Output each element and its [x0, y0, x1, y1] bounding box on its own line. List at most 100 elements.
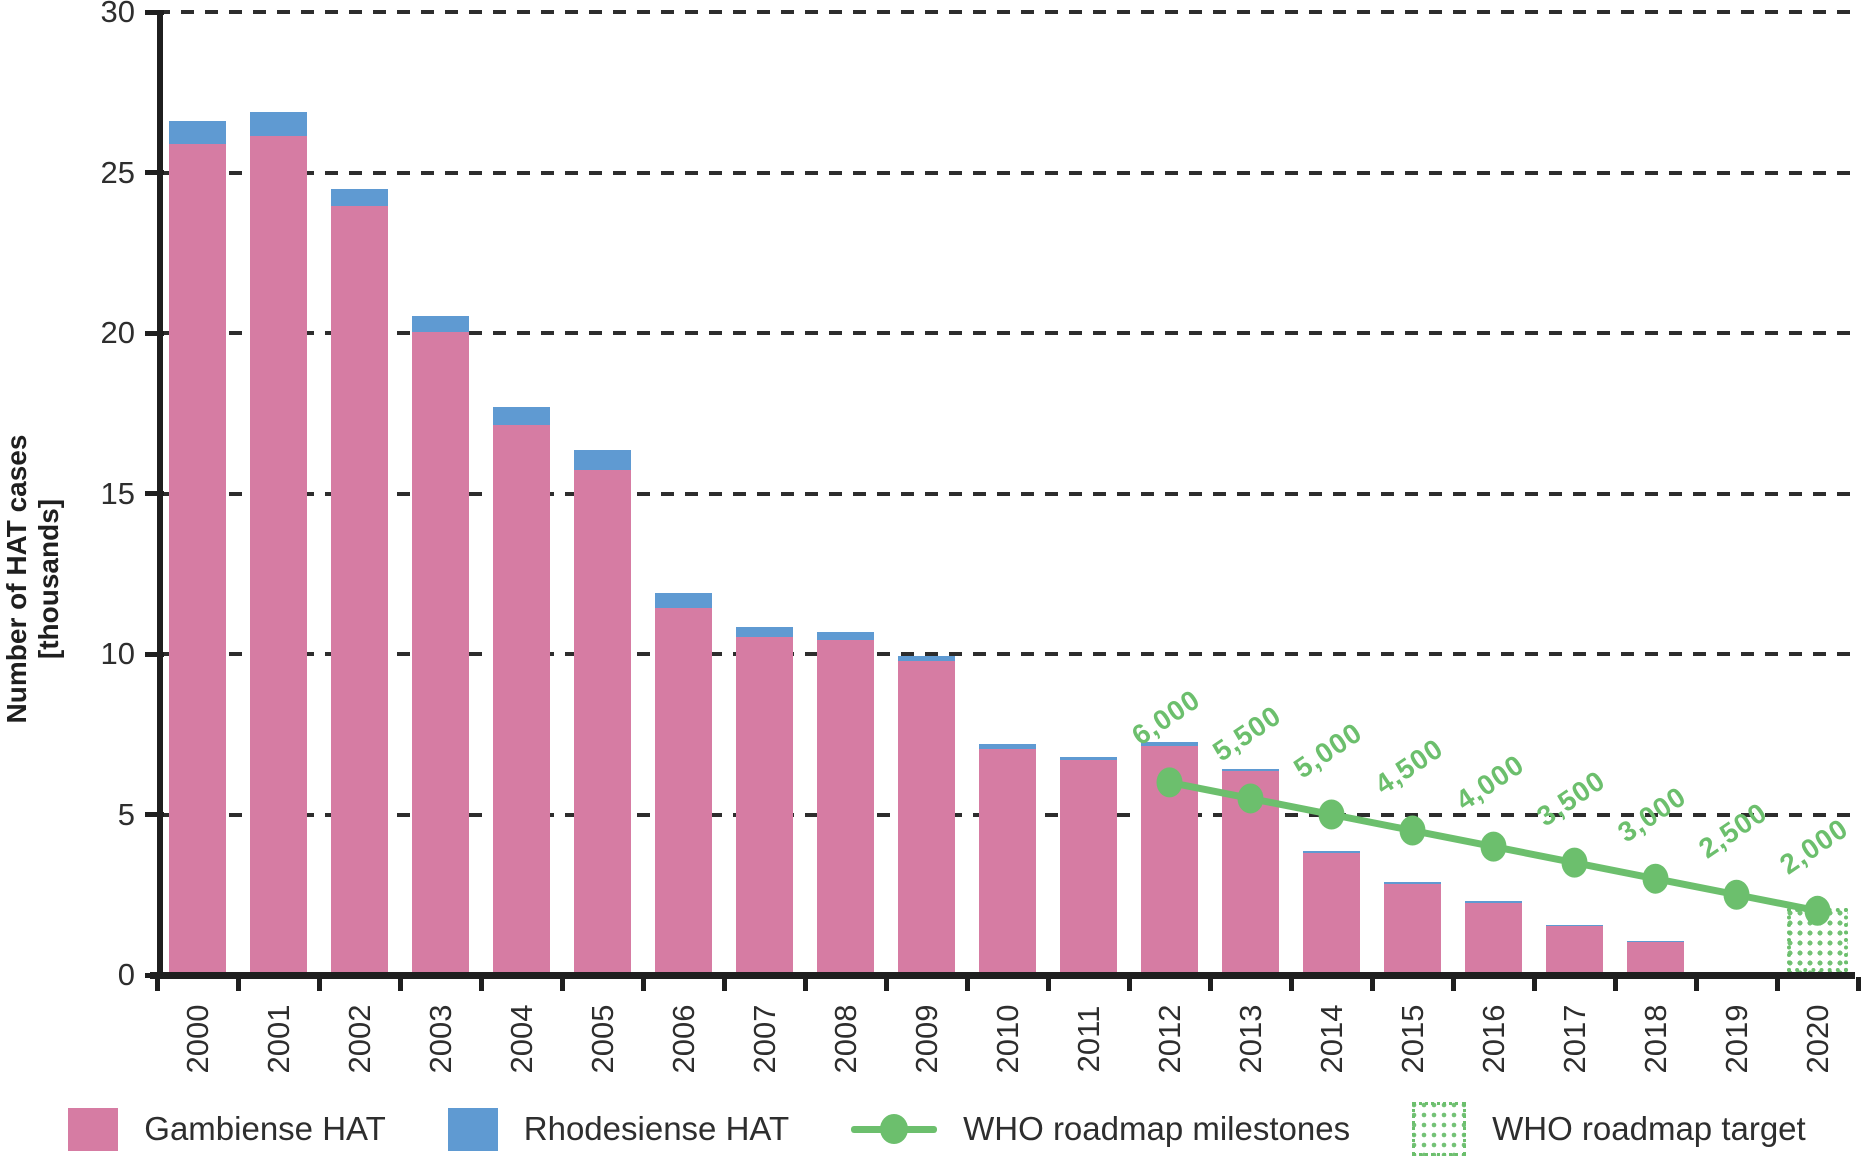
milestone-label: 5,000 [1287, 715, 1368, 784]
bar-segment-gambiense-2011 [1060, 760, 1117, 972]
bar-segment-gambiense-2010 [979, 748, 1036, 972]
bar-segment-gambiense-2008 [817, 639, 874, 972]
milestone-point [1723, 879, 1750, 910]
x-tick [397, 977, 403, 991]
bar-segment-gambiense-2018 [1627, 941, 1684, 972]
y-tick-label: 0 [117, 957, 135, 992]
x-tick [559, 977, 565, 991]
x-tick [1126, 977, 1132, 991]
y-tick [145, 972, 164, 978]
x-tick [1531, 977, 1537, 991]
x-tick [1369, 977, 1375, 991]
milestone-label: 4,500 [1368, 732, 1449, 800]
bar-segment-rhodesiense-2009 [898, 655, 955, 661]
bar-segment-gambiense-2014 [1303, 853, 1360, 972]
x-tick [1774, 977, 1780, 991]
bar-segment-gambiense-2006 [655, 607, 712, 972]
bar-segment-gambiense-2005 [574, 469, 631, 972]
bar-segment-rhodesiense-2017 [1546, 925, 1603, 927]
bar-segment-rhodesiense-2013 [1222, 768, 1279, 772]
bar-segment-gambiense-2004 [493, 424, 550, 972]
legend-label-gambiense: Gambiense HAT [144, 1110, 386, 1147]
x-tick-label: 2015 [1394, 1004, 1430, 1074]
gridline [157, 652, 1858, 656]
x-tick-label: 2018 [1637, 1004, 1673, 1074]
bar-segment-rhodesiense-2008 [817, 631, 874, 640]
x-tick-label: 2013 [1232, 1004, 1268, 1074]
x-tick-label: 2020 [1799, 1004, 1835, 1074]
rhodesiense-swatch-icon [447, 1107, 498, 1151]
legend-item-target: WHO roadmap target [1412, 1102, 1806, 1156]
y-tick-label: 10 [100, 636, 135, 671]
x-tick [964, 977, 970, 991]
x-tick [721, 977, 727, 991]
x-tick-label: 2012 [1151, 1004, 1187, 1074]
bar-segment-rhodesiense-2014 [1303, 850, 1360, 854]
milestone-label: 5,500 [1206, 699, 1287, 768]
bar-segment-rhodesiense-2002 [331, 188, 388, 207]
y-tick [145, 812, 164, 817]
bar-segment-gambiense-2012 [1141, 745, 1198, 972]
legend-label-target: WHO roadmap target [1492, 1110, 1806, 1147]
x-tick-label: 2001 [260, 1004, 296, 1074]
x-tick-label: 2014 [1313, 1004, 1349, 1074]
bar-segment-rhodesiense-2018 [1627, 940, 1684, 942]
bar-segment-rhodesiense-2001 [250, 111, 307, 136]
bar-segment-gambiense-2000 [169, 143, 226, 972]
bar-segment-rhodesiense-2006 [655, 593, 712, 608]
bar-segment-gambiense-2002 [331, 206, 388, 972]
legend-item-gambiense: Gambiense HAT [68, 1107, 386, 1151]
x-tick [154, 977, 160, 991]
bar-segment-gambiense-2017 [1546, 926, 1603, 972]
gridline [157, 10, 1858, 14]
bar-segment-gambiense-2015 [1384, 883, 1441, 972]
x-tick [1207, 977, 1213, 991]
x-tick-label: 2008 [827, 1004, 863, 1074]
bar-segment-rhodesiense-2011 [1060, 756, 1117, 761]
legend: Gambiense HAT Rhodesiense HAT WHO roadma… [0, 1102, 1874, 1156]
x-tick [1855, 977, 1861, 991]
y-axis-title-line1: Number of HAT cases [1, 434, 32, 724]
bar-segment-gambiense-2001 [250, 135, 307, 972]
bar-segment-gambiense-2016 [1465, 902, 1522, 972]
milestones-line-icon-dot [880, 1114, 909, 1144]
bar-segment-rhodesiense-2007 [736, 626, 793, 637]
bar-segment-gambiense-2013 [1222, 771, 1279, 972]
x-tick-label: 2009 [908, 1004, 944, 1074]
x-tick [1045, 977, 1051, 991]
x-tick [1612, 977, 1618, 991]
gridline [157, 170, 1858, 175]
bar-segment-rhodesiense-2016 [1465, 901, 1522, 903]
x-tick-label: 2016 [1475, 1004, 1511, 1074]
bar-segment-rhodesiense-2015 [1384, 882, 1441, 884]
milestone-point [1399, 815, 1426, 846]
bar-segment-gambiense-2009 [898, 660, 955, 972]
y-tick-label: 15 [100, 475, 135, 511]
x-tick-label: 2002 [341, 1004, 377, 1074]
x-tick [1693, 977, 1699, 991]
legend-label-rhodesiense: Rhodesiense HAT [523, 1110, 790, 1147]
y-tick [145, 9, 164, 15]
bar-segment-gambiense-2007 [736, 636, 793, 972]
y-axis-title: Number of HAT cases [thousands] [1, 339, 65, 819]
x-tick [802, 977, 808, 991]
milestone-label: 4,000 [1449, 748, 1530, 816]
milestone-label: 2,500 [1692, 796, 1773, 864]
bar-segment-rhodesiense-2000 [169, 121, 226, 144]
bar-segment-gambiense-2003 [412, 331, 469, 972]
legend-label-milestones: WHO roadmap milestones [963, 1110, 1351, 1147]
bar-segment-rhodesiense-2003 [412, 315, 469, 332]
gridline [157, 491, 1858, 496]
x-tick-label: 2006 [665, 1004, 701, 1074]
x-tick [640, 977, 646, 991]
y-axis-title-line2: [thousands] [33, 498, 64, 660]
gridline [157, 331, 1858, 335]
y-tick-label: 25 [100, 154, 135, 190]
bar-segment-rhodesiense-2005 [574, 450, 631, 470]
milestone-label: 3,000 [1611, 780, 1692, 848]
milestone-point [1642, 863, 1669, 894]
x-tick-label: 2007 [746, 1004, 782, 1074]
milestones-line-icon [851, 1112, 938, 1146]
x-tick-label: 2005 [584, 1004, 620, 1074]
